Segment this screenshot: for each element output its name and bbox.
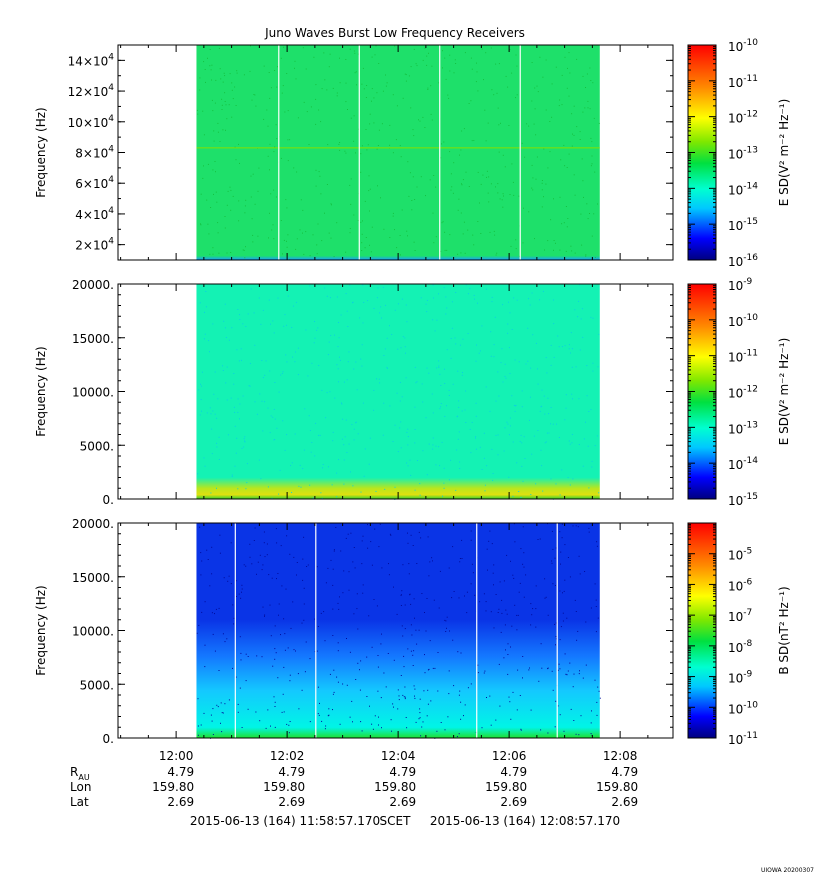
colorbar-tick-label: 10-6 bbox=[728, 577, 753, 593]
ephemeris-value: 159.80 bbox=[152, 780, 194, 794]
spectrogram-data-1 bbox=[196, 45, 600, 260]
colorbar-tick-label: 10-16 bbox=[728, 253, 758, 269]
ephemeris-value: 2.69 bbox=[611, 795, 638, 809]
y-axis-label: Frequency (Hz) bbox=[34, 107, 48, 198]
y-axis-label: Frequency (Hz) bbox=[34, 346, 48, 437]
y-tick-label: 15000. bbox=[72, 571, 114, 585]
ephemeris-value: 159.80 bbox=[485, 780, 527, 794]
ephemeris-value: 159.80 bbox=[374, 780, 416, 794]
colorbar-label: E SD(V² m⁻² Hz⁻¹) bbox=[777, 99, 791, 207]
colorbar-tick-label: 10-10 bbox=[728, 700, 758, 716]
ephemeris-row-label: Lat bbox=[70, 795, 89, 809]
colorbar-tick-label: 10-13 bbox=[728, 420, 758, 436]
colorbar-1: 10-10 10-11 10-12 10-13 10-14 10-15 10-16 E SD(… bbox=[687, 38, 791, 269]
noise-texture bbox=[197, 284, 600, 500]
colorbar-tick-label: 10-9 bbox=[728, 670, 753, 686]
y-tick-label: 20000. bbox=[72, 278, 114, 292]
colorbar-label: E SD(V² m⁻² Hz⁻¹) bbox=[777, 338, 791, 446]
colorbar-tick-label: 10-7 bbox=[728, 608, 752, 624]
ephemeris-value: 4.79 bbox=[167, 765, 194, 779]
spectrogram-panel-3: 0. 5000. 10000. 15000. 20000. Frequency (Hz) 1… bbox=[34, 517, 791, 747]
ephemeris-value: 4.79 bbox=[389, 765, 416, 779]
colorbar-tick-label: 10-13 bbox=[728, 146, 758, 162]
colorbar-2: 10-9 10-10 10-11 10-12 10-13 10-14 10-15 E SD(V… bbox=[687, 277, 791, 508]
ephemeris-value: 159.80 bbox=[263, 780, 305, 794]
colorbar-tick-label: 10-12 bbox=[728, 110, 758, 126]
spectrogram-data-2 bbox=[196, 284, 600, 499]
y-tick-label: 12×104 bbox=[68, 83, 115, 99]
time-range-start: 2015-06-13 (164) 11:58:57.170 bbox=[190, 814, 380, 828]
x-tick-label: 12:08 bbox=[603, 749, 638, 763]
y-tick-label: 8×104 bbox=[75, 145, 114, 161]
colorbar-tick-label: 10-10 bbox=[728, 38, 758, 54]
y-tick-label: 5000. bbox=[80, 439, 114, 453]
y-tick-label: 20000. bbox=[72, 517, 114, 531]
colorbar-scale bbox=[687, 522, 717, 739]
colorbar-tick-label: 10-8 bbox=[728, 639, 753, 655]
y-tick-label: 10000. bbox=[72, 625, 114, 639]
ephemeris-value: 2.69 bbox=[389, 795, 416, 809]
colorbar-tick-label: 10-11 bbox=[728, 74, 758, 90]
colorbar-tick-label: 10-12 bbox=[728, 385, 758, 401]
ephemeris-value: 2.69 bbox=[500, 795, 527, 809]
footer-stamp: UIOWA 20200307 bbox=[761, 867, 814, 874]
colorbar-tick-label: 10-14 bbox=[728, 181, 758, 197]
colorbar-tick-label: 10-11 bbox=[728, 349, 758, 365]
ephemeris-row-label: Lon bbox=[70, 780, 91, 794]
x-tick-label: 12:04 bbox=[381, 749, 416, 763]
x-tick-label: 12:02 bbox=[270, 749, 305, 763]
y-tick-label: 6×104 bbox=[75, 175, 114, 191]
ephemeris-value: 4.79 bbox=[611, 765, 638, 779]
colorbar-tick-label: 10-15 bbox=[728, 217, 758, 233]
ephemeris-value: 4.79 bbox=[278, 765, 305, 779]
noise-texture bbox=[196, 523, 601, 739]
colorbar-3: 10-5 10-6 10-7 10-8 10-9 10-10 10-11 B SD(nT² H… bbox=[687, 522, 791, 747]
x-tick-label: 12:00 bbox=[159, 749, 194, 763]
colorbar-tick-label: 10-9 bbox=[728, 277, 753, 293]
time-range-end: 2015-06-13 (164) 12:08:57.170 bbox=[430, 814, 620, 828]
spectrogram-panel-2: 0. 5000. 10000. 15000. 20000. Frequency (Hz) 1… bbox=[34, 277, 791, 508]
x-tick-label: 12:06 bbox=[492, 749, 527, 763]
spectrogram-data-3 bbox=[196, 523, 600, 738]
ephemeris-value: 2.69 bbox=[278, 795, 305, 809]
y-tick-label: 10×104 bbox=[68, 114, 115, 130]
y-tick-label: 15000. bbox=[72, 332, 114, 346]
spectrogram-panel-1: 2×104 4×104 6×104 8×104 10×104 12×104 14×104 Fr… bbox=[34, 38, 791, 269]
y-tick-label: 0. bbox=[103, 493, 114, 507]
y-tick-label: 5000. bbox=[80, 678, 114, 692]
x-axis-labels: 12:00 12:02 12:04 12:06 12:08 bbox=[159, 749, 638, 763]
y-tick-label: 4×104 bbox=[75, 206, 114, 222]
colorbar-tick-label: 10-5 bbox=[728, 547, 752, 563]
colorbar-tick-label: 10-10 bbox=[728, 313, 758, 329]
ephemeris-value: 4.79 bbox=[500, 765, 527, 779]
y-axis-label: Frequency (Hz) bbox=[34, 585, 48, 676]
y-tick-label: 10000. bbox=[72, 386, 114, 400]
colorbar-tick-label: 10-14 bbox=[728, 456, 758, 472]
y-tick-label: 14×104 bbox=[68, 52, 115, 68]
colorbar-tick-label: 10-11 bbox=[728, 731, 758, 747]
panels-group: 2×104 4×104 6×104 8×104 10×104 12×104 14×104 Fr… bbox=[34, 38, 791, 747]
time-range-label: SCET bbox=[380, 814, 412, 828]
ephemeris-value: 2.69 bbox=[167, 795, 194, 809]
ephemeris-value: 159.80 bbox=[596, 780, 638, 794]
figure-title: Juno Waves Burst Low Frequency Receivers bbox=[264, 26, 525, 40]
y-tick-label: 0. bbox=[103, 732, 114, 746]
colorbar-tick-label: 10-15 bbox=[728, 492, 758, 508]
y-tick-label: 2×104 bbox=[75, 237, 114, 253]
colorbar-label: B SD(nT² Hz⁻¹) bbox=[777, 586, 791, 674]
